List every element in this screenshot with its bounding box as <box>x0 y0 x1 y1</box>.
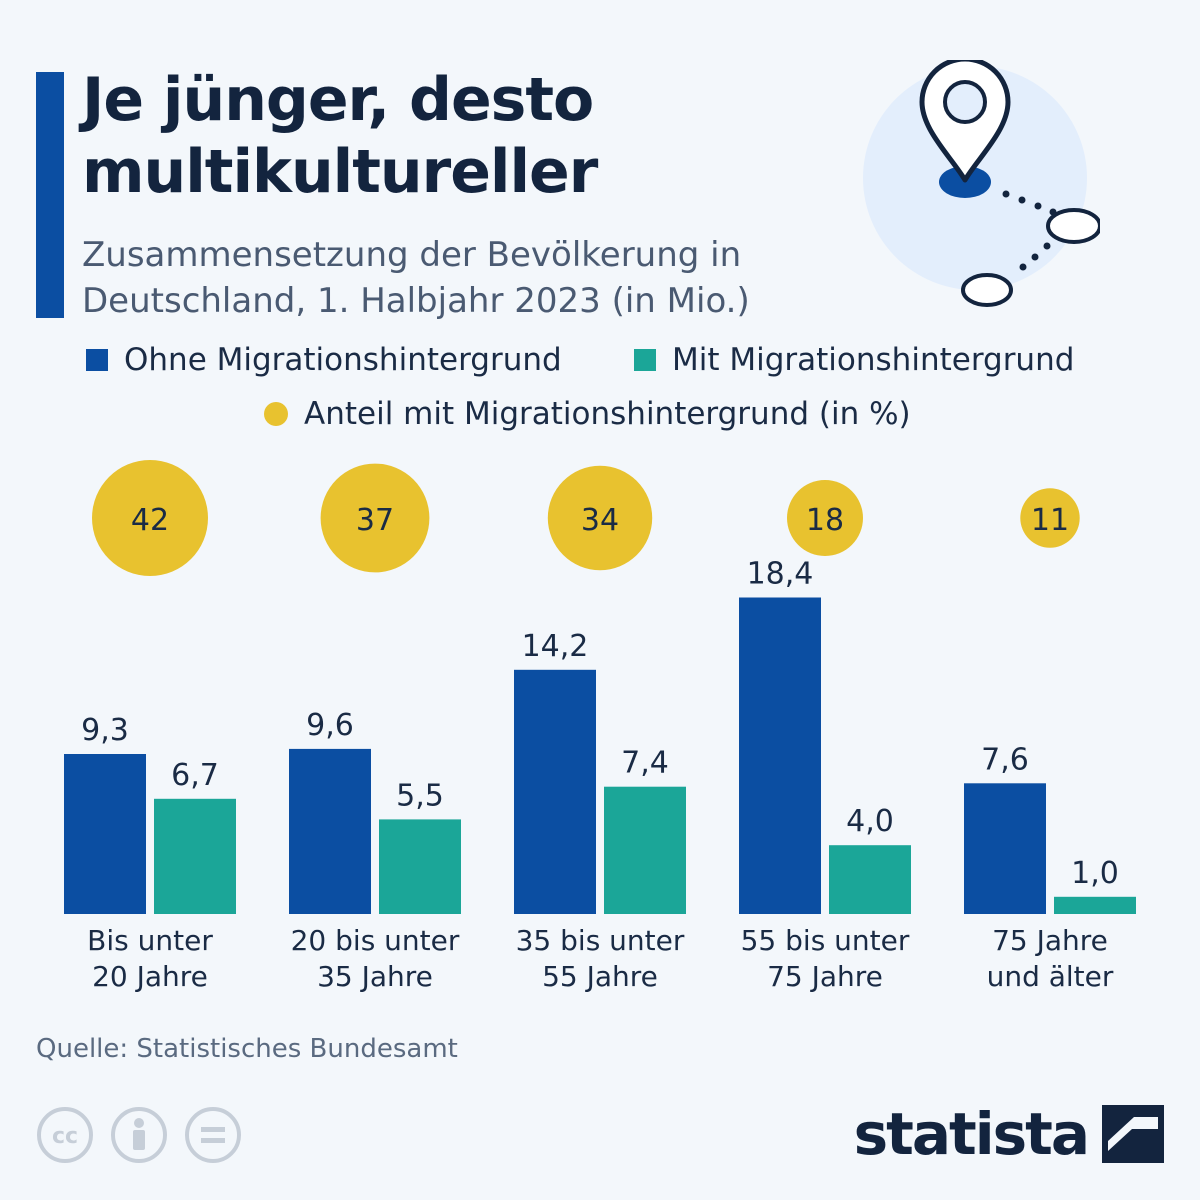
share-label: 37 <box>356 503 394 538</box>
category-label: und älter <box>987 960 1114 993</box>
bar-ohne <box>64 754 146 914</box>
category-label: 55 bis unter <box>741 924 910 957</box>
bar-mit <box>829 845 911 914</box>
share-label: 34 <box>581 503 619 538</box>
bar-value-label-ohne: 14,2 <box>522 629 589 664</box>
bar-value-label-ohne: 9,6 <box>306 708 354 743</box>
category-label: 35 Jahre <box>317 960 433 993</box>
statista-logo-icon <box>1102 1105 1164 1163</box>
share-label: 42 <box>131 503 169 538</box>
category-label: 75 Jahre <box>992 924 1108 957</box>
attribution-icon[interactable] <box>110 1106 168 1164</box>
legend-label-anteil: Anteil mit Migrationshintergrund (in %) <box>304 396 911 432</box>
category-label: Bis unter <box>87 924 213 957</box>
legend-label-mit: Mit Migrationshintergrund <box>672 342 1075 378</box>
share-bubble <box>787 480 863 556</box>
bar-mit <box>379 819 461 914</box>
no-derivatives-icon[interactable] <box>184 1106 242 1164</box>
svg-text:cc: cc <box>52 1124 78 1149</box>
legend-item-ohne: Ohne Migrationshintergrund <box>86 342 562 378</box>
license-icons: cc <box>36 1106 242 1164</box>
waypoint-icon <box>961 273 1013 307</box>
bar-ohne <box>739 597 821 914</box>
pin-hole <box>943 80 987 124</box>
source-note: Quelle: Statistisches Bundesamt <box>36 1034 458 1064</box>
legend-dot-anteil <box>264 402 288 426</box>
bar-value-label-mit: 7,4 <box>621 746 669 781</box>
category-label: 55 Jahre <box>542 960 658 993</box>
bar-ohne <box>514 669 596 914</box>
bar-value-label-ohne: 7,6 <box>981 742 1029 777</box>
brand-name: statista <box>853 1100 1090 1168</box>
bar-ohne <box>964 783 1046 914</box>
legend-item-mit: Mit Migrationshintergrund <box>634 342 1074 378</box>
share-bubble <box>320 463 430 573</box>
bar-value-label-mit: 6,7 <box>171 758 219 793</box>
location-pin-illustration <box>863 60 1100 307</box>
chart-subtitle: Zusammensetzung der Bevölkerung in Deuts… <box>82 235 750 321</box>
category-label: 35 bis unter <box>516 924 685 957</box>
share-bubble <box>547 465 653 571</box>
cc-icon[interactable]: cc <box>36 1106 94 1164</box>
statista-logo[interactable]: statista <box>854 1100 1164 1168</box>
category-label: 20 Jahre <box>92 960 208 993</box>
legend-swatch-mit <box>634 349 656 371</box>
category-label: 20 bis unter <box>291 924 460 957</box>
share-bubble <box>92 460 208 576</box>
legend-label-ohne: Ohne Migrationshintergrund <box>124 342 562 378</box>
bar-value-label-mit: 4,0 <box>846 804 894 839</box>
bar-mit <box>1054 896 1136 914</box>
legend-swatch-ohne <box>86 349 108 371</box>
share-label: 18 <box>806 503 844 538</box>
bar-ohne <box>289 748 371 914</box>
category-label: 75 Jahre <box>767 960 883 993</box>
accent-bar <box>36 72 64 318</box>
bar-value-label-mit: 1,0 <box>1071 856 1119 891</box>
legend-item-anteil: Anteil mit Migrationshintergrund (in %) <box>264 396 911 432</box>
share-label: 11 <box>1031 503 1069 538</box>
waypoint-icon <box>1046 208 1100 244</box>
bar-value-label-mit: 5,5 <box>396 778 444 813</box>
bar-mit <box>154 798 236 914</box>
share-bubble <box>1020 488 1080 548</box>
bar-value-label-ohne: 18,4 <box>747 557 814 592</box>
bar-value-label-ohne: 9,3 <box>81 713 129 748</box>
chart-title: Je jünger, desto multikultureller <box>82 65 598 207</box>
bar-mit <box>604 786 686 914</box>
